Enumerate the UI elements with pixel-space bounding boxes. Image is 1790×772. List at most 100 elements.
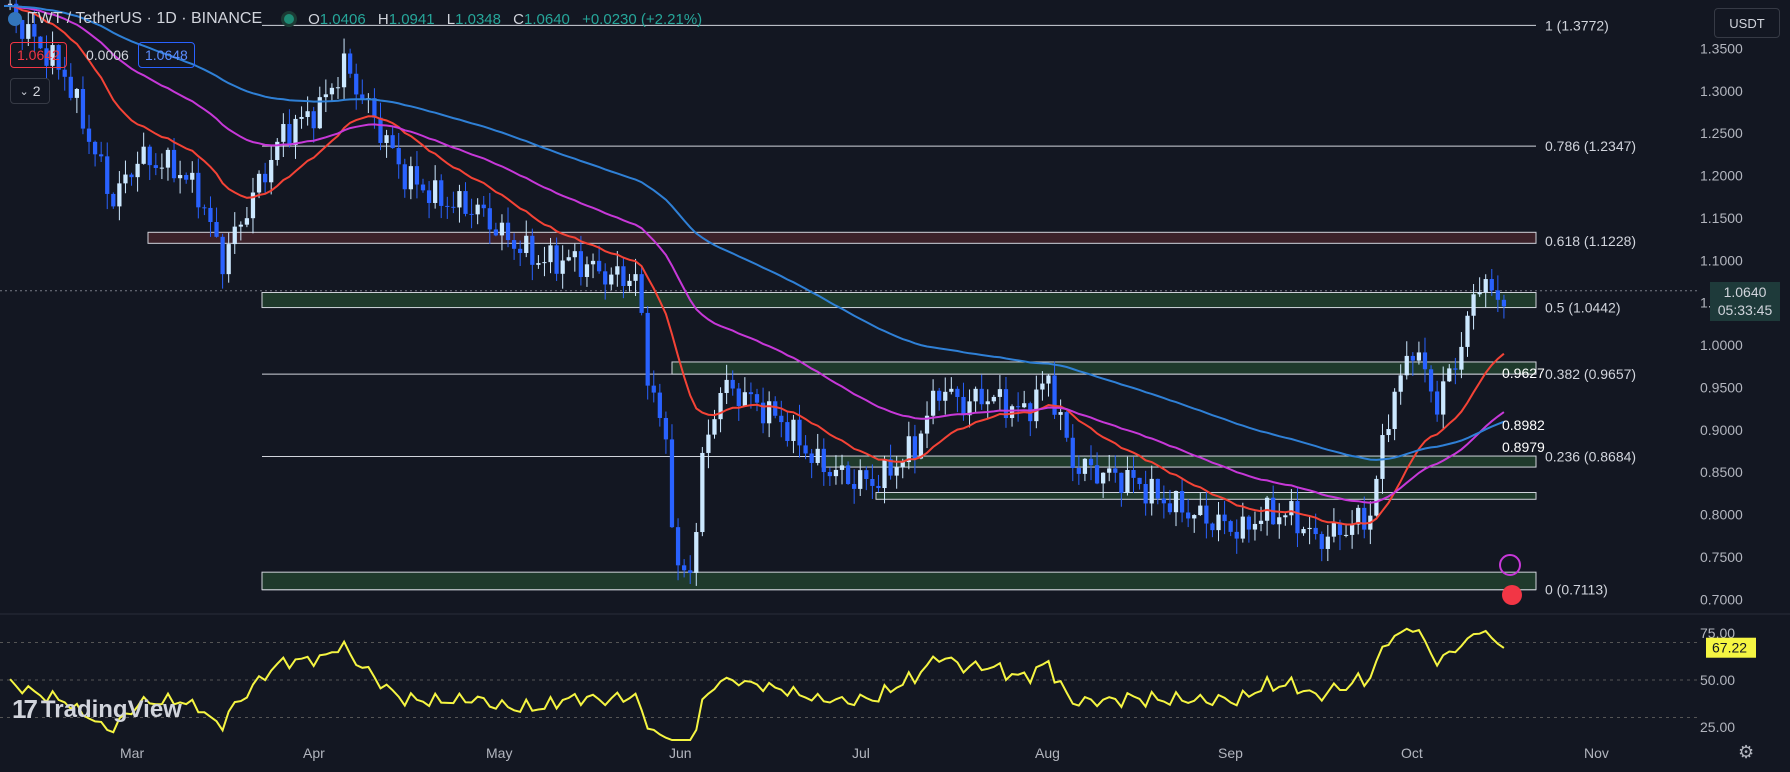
candle-body [1483, 279, 1488, 293]
candle-body [1428, 369, 1434, 392]
candle-body [1289, 501, 1294, 516]
sell-price-button[interactable]: 1.0642 [10, 42, 67, 68]
indicators-toggle-button[interactable]: ⌄ 2 [10, 78, 50, 104]
candle-body [1009, 406, 1015, 419]
buy-price-button[interactable]: 1.0648 [138, 42, 195, 68]
ema50-badge: 0.8979 [1502, 439, 1545, 455]
fib-label: 0.618 (1.1228) [1545, 233, 1636, 249]
candle-body [724, 379, 729, 393]
candle-body [1495, 290, 1500, 300]
high-value: 1.0941 [388, 10, 435, 28]
time-axis-label: Jul [852, 745, 870, 761]
candle-body [196, 172, 201, 208]
candle-body [408, 166, 413, 190]
candle-body [633, 274, 638, 281]
candle-body [858, 470, 863, 489]
candle-body [554, 245, 559, 274]
candle-body [1453, 368, 1458, 370]
candle-body [730, 379, 735, 389]
candle-body [760, 402, 766, 424]
price-axis-label: 0.9500 [1700, 379, 1743, 395]
candle-body [238, 224, 243, 227]
candle-body [548, 245, 553, 263]
ema20-line [3, 4, 1505, 526]
candle-body [560, 260, 565, 274]
candle-body [129, 174, 134, 178]
candle-body [463, 191, 468, 214]
candle-body [1064, 412, 1069, 438]
candle-body [1325, 536, 1330, 549]
currency-button[interactable]: USDT [1714, 8, 1780, 38]
candle-body [906, 436, 911, 463]
candle-body [50, 45, 55, 66]
candle-body [1392, 391, 1397, 430]
candle-body [1258, 520, 1264, 524]
time-axis-label: Oct [1401, 745, 1423, 761]
candle-body [1465, 315, 1470, 347]
candle-body [184, 175, 189, 180]
candle-body [1331, 522, 1337, 537]
price-axis-label: 0.8500 [1700, 464, 1743, 480]
candle-body [299, 117, 304, 119]
ohlc-values: O1.0406 H1.0941 L1.0348 C1.0640 +0.0230 … [308, 10, 703, 28]
candle-body [439, 180, 444, 206]
candle-body [311, 111, 316, 129]
candle-body [997, 389, 1003, 397]
candle-body [955, 388, 960, 397]
time-axis-label: May [486, 745, 512, 761]
ema20-badge: 0.9627 [1502, 365, 1545, 381]
candle-body [1398, 375, 1403, 392]
candle-body [949, 388, 954, 392]
candle-body [688, 570, 693, 573]
candle-body [1040, 383, 1045, 390]
us-flag-event-icon [1502, 585, 1522, 605]
current-price: 1.0640 [1723, 284, 1767, 300]
candle-body [584, 264, 590, 277]
candle-body [80, 89, 86, 129]
candle-body [542, 262, 547, 264]
market-status-icon[interactable] [284, 14, 295, 24]
candle-body [1192, 515, 1197, 519]
candle-body [827, 472, 832, 477]
rsi-axis-label: 50.00 [1700, 672, 1735, 688]
candle-body [1198, 505, 1203, 516]
candle-body [92, 141, 98, 155]
candle-body [293, 118, 298, 146]
time-axis-label: Sep [1218, 745, 1243, 761]
candle-body [214, 222, 219, 237]
candle-body [62, 69, 67, 77]
settings-gear-icon[interactable]: ⚙ [1738, 742, 1755, 762]
candle-body [590, 260, 596, 265]
candle-body [621, 266, 626, 287]
candle-body [1022, 403, 1027, 408]
candle-body [20, 20, 25, 39]
candle-body [1374, 478, 1379, 516]
candle-body [791, 419, 796, 441]
candle-body [1319, 534, 1324, 549]
candle-body [596, 260, 602, 272]
price-axis-label: 1.2500 [1700, 125, 1743, 141]
candle-body [141, 146, 146, 164]
price-axis-label: 0.9000 [1700, 422, 1743, 438]
tradingview-logo[interactable]: 17 TradingView [12, 694, 182, 725]
candle-body [1240, 516, 1245, 539]
candle-body [1155, 478, 1160, 499]
candle-body [694, 532, 699, 573]
candle-body [675, 527, 681, 566]
candle-body [323, 94, 328, 98]
candle-body [961, 396, 966, 416]
candle-body [402, 164, 407, 190]
candle-body [991, 396, 996, 402]
candle-body [1459, 346, 1464, 370]
candle-body [815, 448, 820, 463]
candle-body [360, 94, 365, 100]
candle-body [700, 452, 705, 533]
candle-body [1246, 516, 1252, 530]
open-value: 1.0406 [319, 10, 366, 28]
candle-body [918, 433, 924, 459]
symbol-title[interactable]: TWT / TetherUS · 1D · BINANCE [28, 10, 263, 27]
ema100-line [4, 5, 1505, 461]
candle-body [335, 87, 341, 89]
candle-body [354, 73, 359, 95]
